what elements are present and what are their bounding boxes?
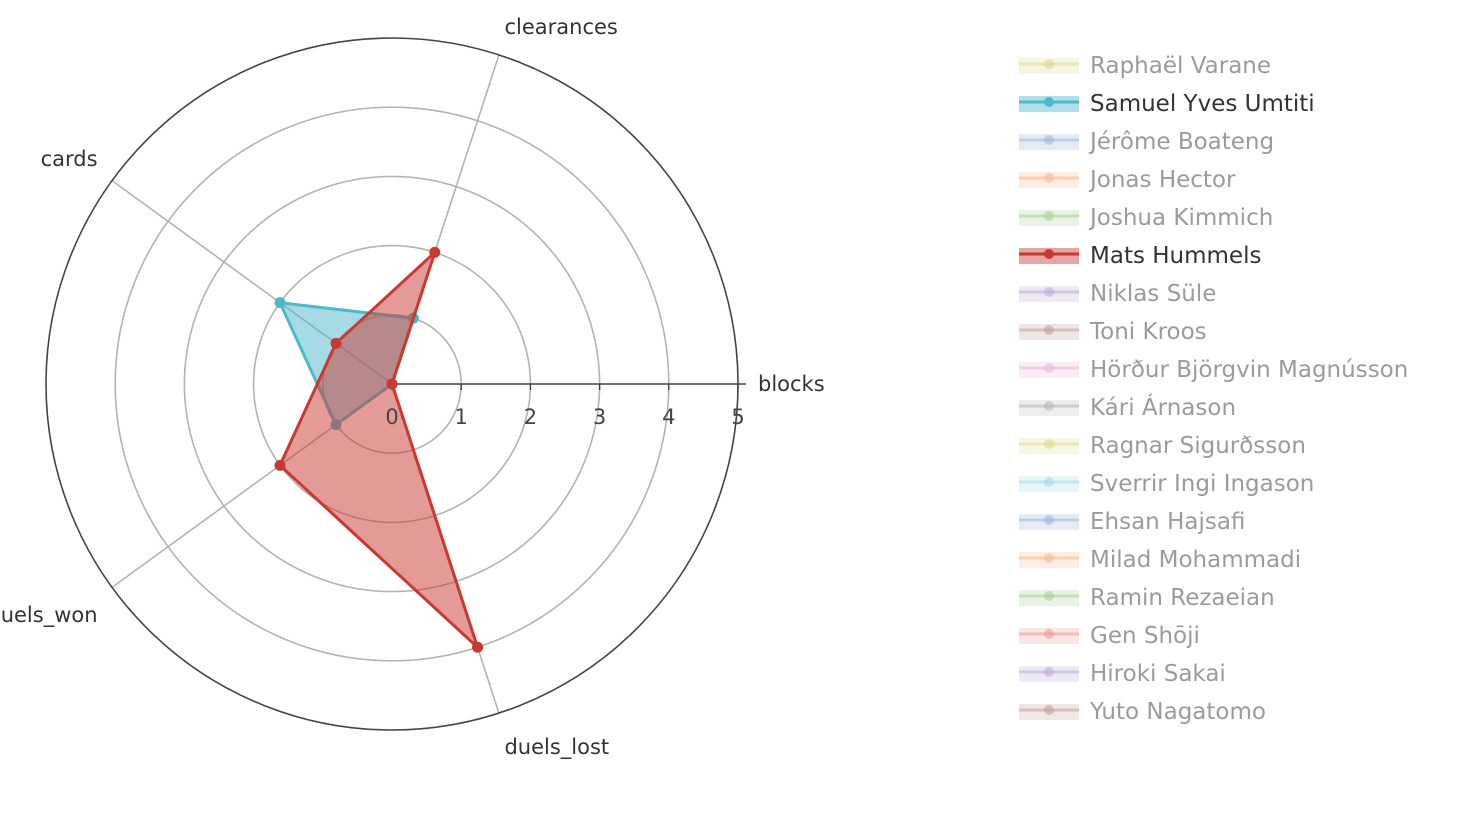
- legend-label: Toni Kroos: [1090, 319, 1207, 345]
- data-point: [274, 459, 286, 471]
- radial-tick-label: 5: [731, 405, 744, 429]
- legend-label: Hörður Björgvin Magnússon: [1090, 357, 1409, 383]
- axis-label-duels-lost: duels_lost: [504, 735, 609, 760]
- legend-item[interactable]: Ragnar Sigurðsson: [1018, 427, 1438, 465]
- legend-swatch: [1019, 172, 1079, 188]
- legend-swatch: [1019, 362, 1079, 378]
- legend-label: Ragnar Sigurðsson: [1090, 433, 1306, 459]
- radial-tick-label: 1: [455, 405, 468, 429]
- legend-item[interactable]: Hiroki Sakai: [1018, 655, 1438, 693]
- legend-label: Mats Hummels: [1090, 243, 1262, 269]
- data-point: [386, 378, 398, 390]
- legend-swatch: [1019, 666, 1079, 682]
- legend-item[interactable]: Niklas Süle: [1018, 275, 1438, 313]
- legend-label: Samuel Yves Umtiti: [1090, 91, 1315, 117]
- legend-swatch: [1019, 704, 1079, 720]
- legend-label: Milad Mohammadi: [1090, 547, 1302, 573]
- axis-label-clearances: clearances: [504, 15, 617, 39]
- series-layer: [274, 246, 484, 653]
- legend-item[interactable]: Toni Kroos: [1018, 313, 1438, 351]
- series-mats-hummels: [274, 246, 484, 653]
- legend-swatch-marker: [1044, 629, 1054, 639]
- legend-swatch: [1019, 96, 1079, 112]
- legend-label: Yuto Nagatomo: [1090, 699, 1266, 725]
- series-fill: [280, 252, 478, 648]
- legend-label: Raphaël Varane: [1090, 53, 1272, 79]
- legend-label: Gen Shōji: [1090, 623, 1200, 649]
- data-point: [330, 337, 342, 349]
- legend-item[interactable]: Jonas Hector: [1018, 161, 1438, 199]
- radial-tick-label: 2: [524, 405, 537, 429]
- legend-swatch: [1019, 134, 1079, 150]
- legend-swatch-marker: [1044, 515, 1054, 525]
- legend-swatch-marker: [1044, 59, 1054, 69]
- axis-label-duels-won: duels_won: [0, 603, 98, 628]
- axis-label-cards: cards: [41, 147, 98, 171]
- legend-label: Joshua Kimmich: [1090, 205, 1274, 231]
- radial-tick-label: 3: [593, 405, 606, 429]
- legend-swatch: [1019, 58, 1079, 74]
- legend-item[interactable]: Gen Shōji: [1018, 617, 1438, 655]
- legend-swatch: [1019, 476, 1079, 492]
- legend-swatch-marker: [1044, 249, 1054, 259]
- legend-swatch: [1019, 590, 1079, 606]
- legend-item[interactable]: Ehsan Hajsafi: [1018, 503, 1438, 541]
- legend-swatch-marker: [1044, 667, 1054, 677]
- legend-label: Niklas Süle: [1090, 281, 1217, 307]
- data-point: [429, 246, 441, 258]
- data-point: [472, 641, 484, 653]
- series-line: [278, 250, 479, 649]
- legend-item[interactable]: Raphaël Varane: [1018, 47, 1438, 85]
- legend-item[interactable]: Sverrir Ingi Ingason: [1018, 465, 1438, 503]
- legend-label: Kári Árnason: [1090, 395, 1237, 421]
- legend-label: Jérôme Boateng: [1090, 129, 1275, 155]
- legend-swatch-marker: [1044, 553, 1054, 563]
- legend-swatch: [1019, 248, 1079, 264]
- legend-item[interactable]: Mats Hummels: [1018, 237, 1438, 275]
- legend-swatch: [1019, 438, 1079, 454]
- legend-item[interactable]: Ramin Rezaeian: [1018, 579, 1438, 617]
- legend-swatch: [1019, 552, 1079, 568]
- legend-label: Jonas Hector: [1090, 167, 1236, 193]
- radial-tick-label: 4: [662, 405, 675, 429]
- legend-swatch-marker: [1044, 287, 1054, 297]
- legend-label: Hiroki Sakai: [1090, 661, 1226, 687]
- legend-swatch-marker: [1044, 97, 1054, 107]
- legend-swatch-marker: [1044, 325, 1054, 335]
- data-point: [274, 297, 286, 309]
- legend-swatch-marker: [1044, 135, 1054, 145]
- legend-label: Sverrir Ingi Ingason: [1090, 471, 1315, 497]
- legend-item[interactable]: Jérôme Boateng: [1018, 123, 1438, 161]
- axis-labels: 0 1 2 3 4 5 blocks clearances cards duels_wonduel…: [0, 15, 825, 760]
- legend-swatch-marker: [1044, 477, 1054, 487]
- legend-swatch: [1019, 324, 1079, 340]
- legend-item[interactable]: Milad Mohammadi: [1018, 541, 1438, 579]
- legend-swatch: [1019, 628, 1079, 644]
- axis-label-blocks: blocks: [758, 372, 825, 396]
- legend: Raphaël Varane Samuel Yves Umtiti Jérôme B…: [1018, 47, 1438, 731]
- legend-item[interactable]: Joshua Kimmich: [1018, 199, 1438, 237]
- legend-swatch-marker: [1044, 363, 1054, 373]
- legend-swatch-marker: [1044, 211, 1054, 221]
- legend-label: Ramin Rezaeian: [1090, 585, 1275, 611]
- legend-item[interactable]: Hörður Björgvin Magnússon: [1018, 351, 1438, 389]
- legend-swatch-marker: [1044, 173, 1054, 183]
- legend-item[interactable]: Samuel Yves Umtiti: [1018, 85, 1438, 123]
- legend-swatch-marker: [1044, 439, 1054, 449]
- legend-swatch: [1019, 400, 1079, 416]
- legend-swatch: [1019, 210, 1079, 226]
- legend-item[interactable]: Kári Árnason: [1018, 389, 1438, 427]
- radial-tick-label: 0: [385, 405, 398, 429]
- legend-item[interactable]: Yuto Nagatomo: [1018, 693, 1438, 731]
- legend-swatch-marker: [1044, 705, 1054, 715]
- legend-label: Ehsan Hajsafi: [1090, 509, 1246, 535]
- legend-swatch-marker: [1044, 591, 1054, 601]
- legend-swatch: [1019, 286, 1079, 302]
- legend-swatch-marker: [1044, 401, 1054, 411]
- legend-swatch: [1019, 514, 1079, 530]
